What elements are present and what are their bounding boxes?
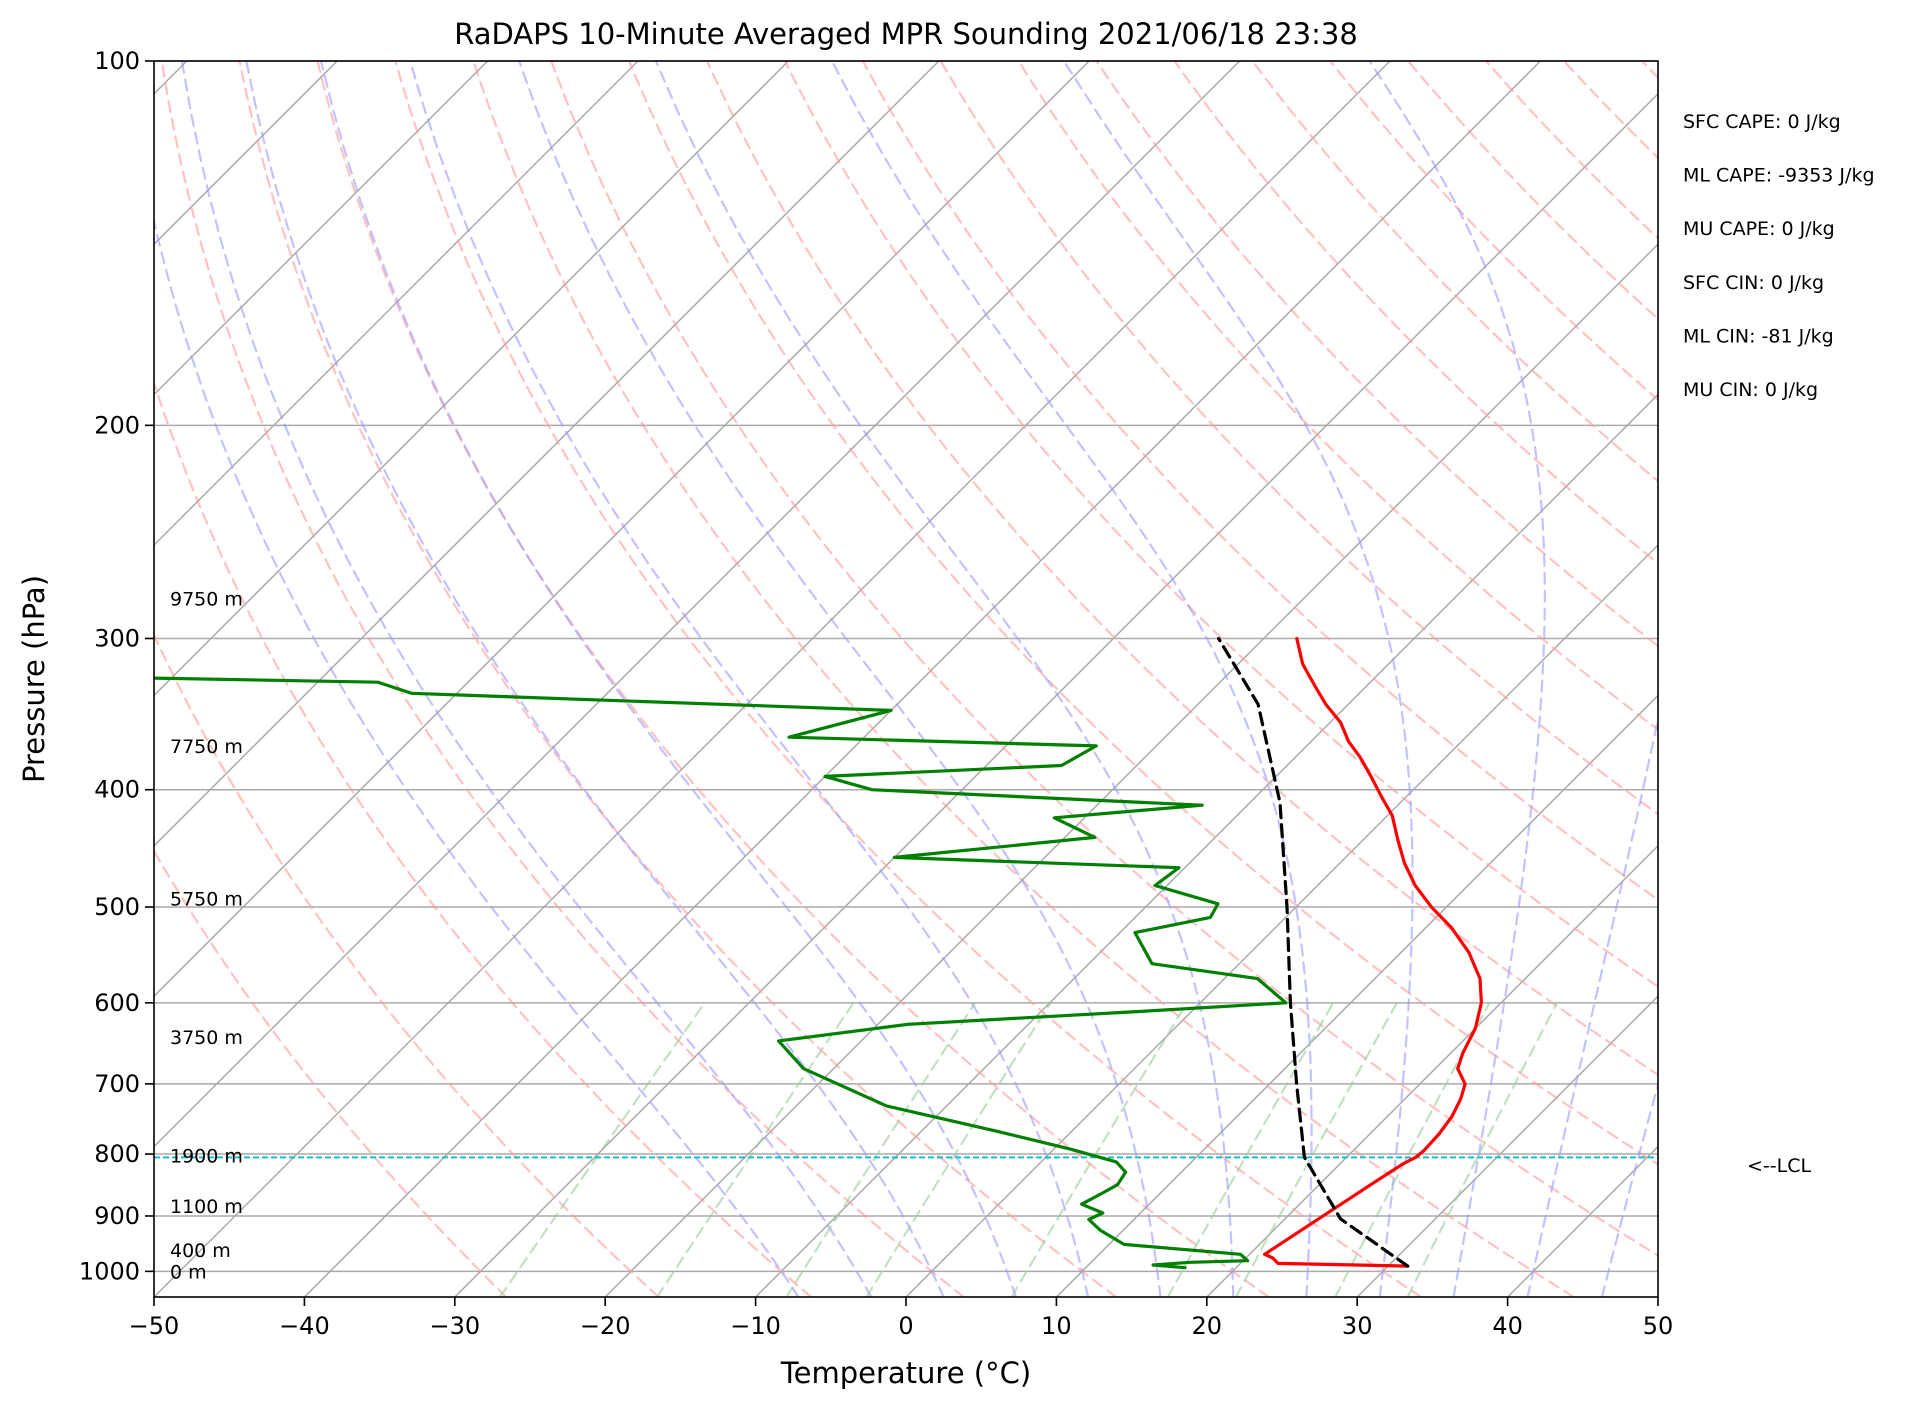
x-tick-label: −20 [580, 1312, 631, 1340]
x-tick-label: −30 [429, 1312, 480, 1340]
y-tick-label: 300 [94, 624, 140, 652]
x-tick-label: −40 [279, 1312, 330, 1340]
y-tick-label: 600 [94, 989, 140, 1017]
stat-annotation: SFC CAPE: 0 J/kg [1683, 111, 1841, 133]
stat-annotation: MU CIN: 0 J/kg [1683, 379, 1818, 401]
y-tick-label: 200 [94, 411, 140, 439]
y-tick-label: 700 [94, 1070, 140, 1098]
height-label: 400 m [170, 1240, 231, 1262]
stat-annotation: ML CIN: -81 J/kg [1683, 325, 1834, 347]
x-tick-label: 0 [898, 1312, 913, 1340]
y-tick-label: 400 [94, 776, 140, 804]
height-label: 0 m [170, 1261, 207, 1283]
height-label: 1100 m [170, 1196, 243, 1218]
y-tick-label: 900 [94, 1202, 140, 1230]
y-tick-label: 500 [94, 893, 140, 921]
stat-annotation: MU CAPE: 0 J/kg [1683, 218, 1835, 240]
stat-annotation: ML CAPE: -9353 J/kg [1683, 165, 1875, 187]
x-tick-label: 30 [1342, 1312, 1373, 1340]
height-label: 7750 m [170, 736, 243, 758]
y-tick-label: 1000 [79, 1257, 140, 1285]
x-tick-label: 50 [1643, 1312, 1674, 1340]
height-label: 5750 m [170, 889, 243, 911]
x-tick-label: 20 [1192, 1312, 1223, 1340]
x-tick-label: −10 [730, 1312, 781, 1340]
x-tick-label: 40 [1492, 1312, 1523, 1340]
stat-annotation: SFC CIN: 0 J/kg [1683, 272, 1824, 294]
chart-title: RaDAPS 10-Minute Averaged MPR Sounding 2… [454, 17, 1358, 51]
x-tick-label: 10 [1041, 1312, 1072, 1340]
height-label: 3750 m [170, 1027, 243, 1049]
height-label: 9750 m [170, 588, 243, 610]
lcl-label: <--LCL [1747, 1155, 1811, 1177]
height-label: 1900 m [170, 1145, 243, 1167]
y-tick-label: 800 [94, 1140, 140, 1168]
x-axis-label: Temperature (°C) [780, 1356, 1031, 1390]
y-tick-label: 100 [94, 47, 140, 75]
y-axis-label: Pressure (hPa) [17, 575, 51, 783]
x-tick-label: −50 [129, 1312, 180, 1340]
